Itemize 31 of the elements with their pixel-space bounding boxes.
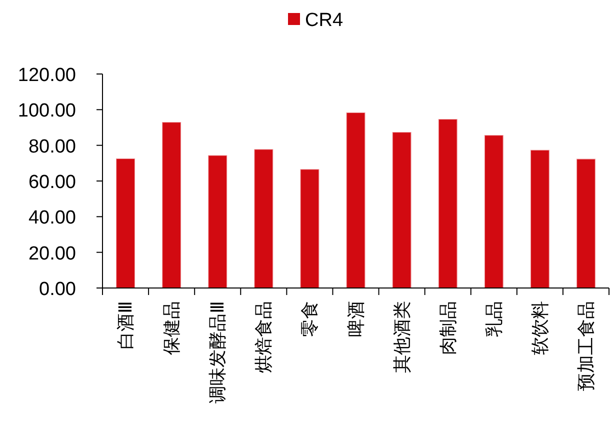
x-tick-label: 烘焙食品 bbox=[254, 301, 275, 373]
x-tick-label: 白酒Ⅲ bbox=[116, 301, 137, 350]
y-tick-label: 120.00 bbox=[18, 65, 76, 86]
y-tick-label: 40.00 bbox=[28, 208, 76, 229]
bar bbox=[438, 118, 458, 288]
bar bbox=[208, 155, 228, 288]
bar bbox=[162, 122, 182, 288]
bar bbox=[116, 158, 136, 288]
x-tick-label: 零食 bbox=[300, 301, 321, 337]
bar bbox=[484, 135, 504, 288]
y-tick-label: 100.00 bbox=[18, 100, 76, 122]
x-tick-label: 乳品 bbox=[484, 301, 505, 337]
x-tick-label: 预加工食品 bbox=[576, 301, 597, 391]
bar bbox=[300, 169, 320, 288]
y-tick-label: 80.00 bbox=[28, 136, 76, 158]
bar bbox=[530, 150, 550, 288]
x-tick-label: 保健品 bbox=[162, 301, 183, 355]
bar bbox=[392, 132, 412, 288]
bar bbox=[346, 112, 366, 288]
legend-label: CR4 bbox=[305, 10, 344, 31]
y-tick-label: 20.00 bbox=[28, 243, 76, 264]
legend: CR4 bbox=[288, 10, 344, 31]
bar bbox=[254, 149, 274, 288]
x-tick-label: 软饮料 bbox=[530, 301, 551, 355]
x-tick-label: 啤酒 bbox=[346, 301, 367, 337]
x-tick-label: 肉制品 bbox=[438, 301, 459, 355]
y-tick-label: 60.00 bbox=[28, 172, 76, 193]
bar bbox=[576, 158, 596, 288]
x-tick-label: 调味发酵品Ⅲ bbox=[208, 301, 229, 404]
x-tick-label: 其他酒类 bbox=[392, 301, 413, 373]
y-tick-label: 0.00 bbox=[39, 279, 76, 300]
